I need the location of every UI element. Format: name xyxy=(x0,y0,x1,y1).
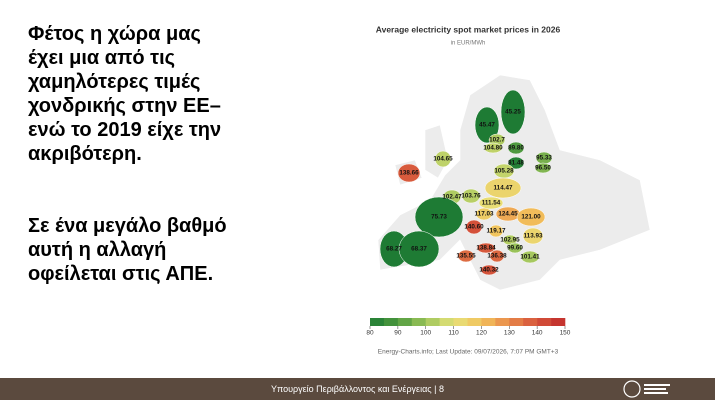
region-label: 96.50 xyxy=(535,165,551,172)
region xyxy=(476,242,496,254)
region xyxy=(434,150,452,168)
colorbar-cell xyxy=(523,318,538,326)
region xyxy=(522,227,544,245)
colorbar-tick-label: 90 xyxy=(394,330,402,337)
region-label: 68.37 xyxy=(411,246,427,253)
region-label: 75.73 xyxy=(431,214,447,221)
region-label: 104.80 xyxy=(483,145,503,152)
region-label: 135.55 xyxy=(456,253,476,260)
text-line: οφείλεται στις ΑΠΕ. xyxy=(28,263,214,285)
colorbar-tick-label: 120 xyxy=(476,330,487,337)
map-source: Energy-Charts.info; Last Update: 09/07/2… xyxy=(378,349,559,356)
logo xyxy=(623,380,670,398)
text-line: ενώ το 2019 είχε την xyxy=(28,119,222,141)
region-label: 81.48 xyxy=(508,160,524,167)
region-label: 104.65 xyxy=(433,156,453,163)
colorbar-cell xyxy=(467,318,482,326)
region-label: 101.41 xyxy=(520,254,540,261)
region-label: 103.76 xyxy=(461,193,481,200)
region-label: 124.45 xyxy=(498,211,518,218)
region-label: 111.54 xyxy=(482,200,501,207)
colorbar-cell xyxy=(411,318,427,326)
region-label: 45.25 xyxy=(505,109,521,116)
colorbar-tick-label: 110 xyxy=(448,330,459,337)
colorbar-cell xyxy=(370,318,385,326)
region xyxy=(398,230,440,268)
region-label: 136.38 xyxy=(487,253,507,260)
colorbar-cell xyxy=(495,318,510,326)
region xyxy=(507,141,525,155)
colorbar-tick-label: 130 xyxy=(504,330,515,337)
colorbar-cell xyxy=(537,318,552,326)
region-label: 102.47 xyxy=(442,194,462,201)
region xyxy=(478,196,504,210)
region-label: 119.17 xyxy=(487,228,506,235)
region xyxy=(507,242,523,254)
region xyxy=(516,207,546,227)
region xyxy=(489,249,505,263)
region xyxy=(534,162,552,174)
colorbar-cell xyxy=(397,318,413,326)
region-label: 45.47 xyxy=(479,122,495,129)
region xyxy=(488,224,504,238)
map-title: Average electricity spot market prices i… xyxy=(376,24,561,34)
text-line: έχει μια από τις xyxy=(28,47,176,69)
colorbar-tick-label: 140 xyxy=(532,330,543,337)
text-line: Φέτος η χώρα μας xyxy=(28,23,201,45)
paragraph: Φέτος η χώρα μας έχει μια από τις χαμηλότε… xyxy=(28,22,227,166)
colorbar-cell xyxy=(551,318,566,326)
colorbar-cell xyxy=(509,318,524,326)
region-label: 102.95 xyxy=(500,237,520,244)
colorbar-tick-label: 80 xyxy=(366,330,374,337)
region-label: 140.32 xyxy=(479,267,499,274)
region xyxy=(520,250,540,264)
region-label: 89.80 xyxy=(508,145,524,152)
region-label: 113.93 xyxy=(524,233,543,240)
region-label: 140.60 xyxy=(464,224,484,231)
region-label: 117.03 xyxy=(475,211,494,218)
region xyxy=(397,163,421,183)
region-label: 99.60 xyxy=(507,245,523,252)
colorbar-cell xyxy=(481,318,496,326)
region xyxy=(474,106,500,144)
map-chart: Average electricity spot market prices i… xyxy=(366,24,651,356)
text-line: χαμηλότερες τιμές xyxy=(28,71,201,93)
region xyxy=(484,177,522,199)
text-line: ακριβότερη. xyxy=(28,143,142,165)
text-line: χονδρικής στην ΕΕ– xyxy=(28,95,221,117)
paragraph: Σε ένα μεγάλο βαθμό αυτή η αλλαγή οφείλετα… xyxy=(28,214,227,286)
region-label: 95.33 xyxy=(536,155,552,162)
colorbar-cell xyxy=(453,318,468,326)
colorbar-cell xyxy=(425,318,440,326)
footer: Υπουργείο Περιβάλλοντος και Ενέργειας | … xyxy=(0,378,715,400)
map-subtitle: in EUR/MWh xyxy=(451,41,486,47)
colorbar-tick-label: 100 xyxy=(420,330,431,337)
region-label: 138.66 xyxy=(399,170,419,177)
colorbar-cell xyxy=(439,318,454,326)
text-line: αυτή η αλλαγή xyxy=(28,239,167,261)
region xyxy=(507,156,525,170)
region xyxy=(457,249,475,263)
region xyxy=(483,142,503,154)
region xyxy=(414,196,464,238)
colorbar-tick-label: 150 xyxy=(560,330,571,337)
region xyxy=(461,188,481,204)
region-label: 102.7 xyxy=(489,137,505,144)
region-label: 121.00 xyxy=(521,214,541,221)
region-label: 138.84 xyxy=(476,245,496,252)
colorbar-cell xyxy=(383,318,399,326)
region-label: 68.27 xyxy=(386,246,402,253)
region xyxy=(480,264,498,276)
footer-text: Υπουργείο Περιβάλλοντος και Ενέργειας | … xyxy=(271,384,444,394)
region xyxy=(465,219,483,235)
region xyxy=(500,89,526,135)
region-label: 105.28 xyxy=(494,168,514,175)
region xyxy=(475,207,493,221)
region-label: 114.47 xyxy=(494,185,513,192)
slide-text: Φέτος η χώρα μας έχει μια από τις χαμηλότε… xyxy=(28,22,227,334)
text-line: Σε ένα μεγάλο βαθμό xyxy=(28,215,227,237)
